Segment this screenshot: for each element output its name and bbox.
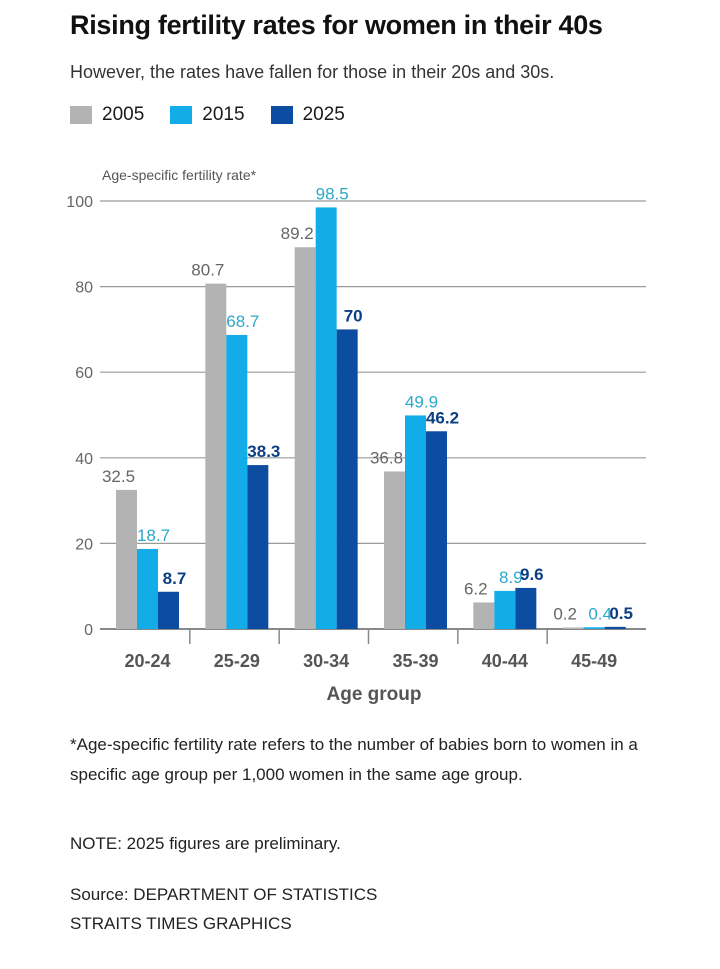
legend-swatch-2025 <box>270 106 293 124</box>
bar-2005-45-49 <box>562 627 584 629</box>
bar-2025-35-39 <box>426 431 447 629</box>
data-label-2005-25-29: 80.7 <box>191 261 224 280</box>
note: NOTE: 2025 figures are preliminary. <box>70 834 341 853</box>
bar-2015-25-29 <box>226 334 248 629</box>
bar-2005-35-39 <box>384 471 405 629</box>
y-tick-label: 60 <box>75 365 93 382</box>
bar-2025-40-44 <box>515 587 537 629</box>
x-tick-label-35-39: 35-39 <box>392 651 438 671</box>
x-tick-label-25-29: 25-29 <box>214 651 260 671</box>
chart-title: Rising fertility rates for women in thei… <box>70 10 603 40</box>
source-line: Source: DEPARTMENT OF STATISTICS <box>70 885 378 904</box>
bar-2005-25-29 <box>205 283 227 629</box>
bar-chart: Age-specific fertility rate* 0 20 40 60 80 10… <box>66 167 646 705</box>
source: Source: DEPARTMENT OF STATISTICS STRAITS… <box>70 880 377 938</box>
x-axis-label: Age group <box>327 684 422 705</box>
x-tick-label-30-34: 30-34 <box>303 651 349 671</box>
data-label-2025-40-44: 9.6 <box>520 565 544 584</box>
footnote: *Age-specific fertility rate refers to t… <box>70 735 638 784</box>
y-tick-label: 40 <box>75 451 93 468</box>
x-tick-label-20-24: 20-24 <box>124 651 170 671</box>
y-tick-label: 80 <box>75 280 93 297</box>
bar-2015-45-49 <box>583 627 605 629</box>
x-tick-label-40-44: 40-44 <box>482 651 528 671</box>
data-label-2015-30-34: 98.5 <box>316 184 349 203</box>
data-label-2025-20-24: 8.7 <box>163 569 187 588</box>
y-tick-label: 0 <box>84 622 93 639</box>
legend-item-2015: 2015 <box>170 104 245 126</box>
bar-2005-40-44 <box>473 602 495 629</box>
legend-item-2025: 2025 <box>270 104 345 126</box>
bar-2015-30-34 <box>315 207 337 630</box>
y-tick-label: 100 <box>66 194 93 211</box>
legend-label-2025: 2025 <box>302 104 345 125</box>
data-label-2025-35-39: 46.2 <box>426 408 459 427</box>
bar-2005-20-24 <box>116 489 137 629</box>
data-label-2025-30-34: 70 <box>344 306 363 325</box>
data-label-2005-20-24: 32.5 <box>102 467 135 486</box>
bar-2025-30-34 <box>336 329 358 629</box>
bar-2025-25-29 <box>247 465 269 629</box>
legend-label-2005: 2005 <box>102 104 145 125</box>
bar-2005-30-34 <box>294 247 316 629</box>
bar-2025-45-49 <box>604 626 626 629</box>
data-label-2015-40-44: 8.9 <box>499 568 523 587</box>
y-tick-label: 20 <box>75 536 93 553</box>
data-label-2025-25-29: 38.3 <box>247 442 280 461</box>
data-labels: 32.5 18.7 8.7 80.7 68.7 38.3 89.2 98.5 70 36.8 49.… <box>102 184 633 623</box>
data-label-2005-35-39: 36.8 <box>370 448 403 467</box>
bar-2015-35-39 <box>405 415 426 629</box>
chart-subtitle: However, the rates have fallen for those… <box>70 62 555 82</box>
data-label-2025-45-49: 0.5 <box>609 604 633 623</box>
data-label-2015-25-29: 68.7 <box>226 312 259 331</box>
data-label-2015-35-39: 49.9 <box>405 392 438 411</box>
data-label-2005-40-44: 6.2 <box>464 579 488 598</box>
bar-2015-20-24 <box>137 548 158 629</box>
y-tick-labels: 0 20 40 60 80 100 <box>66 194 93 639</box>
x-tick-label-45-49: 45-49 <box>571 651 617 671</box>
bars <box>116 207 626 630</box>
bar-2015-40-44 <box>494 590 516 629</box>
data-label-2005-45-49: 0.2 <box>553 605 577 624</box>
data-label-2005-30-34: 89.2 <box>281 224 314 243</box>
legend-label-2015: 2015 <box>202 104 245 125</box>
legend-swatch-2015 <box>170 106 193 124</box>
credit-line: STRAITS TIMES GRAPHICS <box>70 914 292 933</box>
legend-item-2005: 2005 <box>70 104 144 126</box>
y-axis-label: Age-specific fertility rate* <box>102 167 257 183</box>
legend-swatch-2005 <box>70 106 92 124</box>
bar-2025-20-24 <box>158 591 179 629</box>
data-label-2015-20-24: 18.7 <box>137 526 170 545</box>
gridlines <box>100 200 646 644</box>
x-tick-labels: 20-24 25-29 30-34 35-39 40-44 45-49 <box>124 651 617 671</box>
legend: 2005 2015 2025 <box>70 104 345 126</box>
data-label-2015-45-49: 0.4 <box>588 604 612 623</box>
